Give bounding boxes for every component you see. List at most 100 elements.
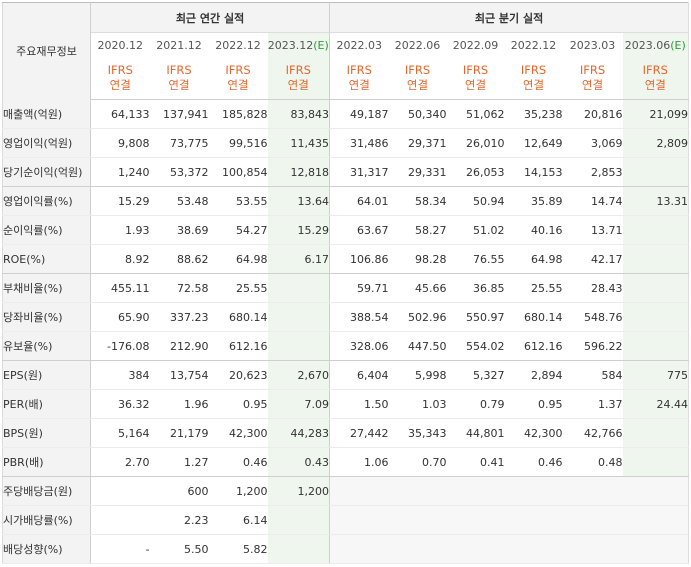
table-cell: 2,894 [504, 360, 563, 390]
table-cell: 83,843 [267, 99, 330, 129]
table-row: PBR(배) 2.70 1.27 0.46 0.43 1.06 0.70 0.41 0.46 0.… [2, 447, 689, 477]
table-cell [622, 302, 689, 332]
table-cell: 26,010 [446, 128, 505, 158]
ifrs-header: IFRS 연결 [329, 57, 389, 100]
table-cell: 36.85 [446, 273, 505, 303]
ifrs-label: IFRS [462, 63, 489, 77]
table-cell: 388.54 [329, 302, 389, 332]
table-cell: 64.98 [504, 244, 563, 274]
table-cell: 0.46 [504, 447, 563, 477]
table-cell: 600 [149, 476, 209, 506]
period-label: 2020.12 [97, 38, 144, 52]
table-cell: 548.76 [562, 302, 623, 332]
table-cell: 31,317 [329, 157, 389, 187]
table-cell [388, 476, 447, 506]
table-cell: -176.08 [90, 331, 150, 361]
table-cell: 1.03 [388, 389, 447, 419]
ifrs-header: IFRS 연결 [388, 57, 447, 100]
row-label: 부채비율(%) [2, 273, 91, 303]
estimate-mark: (E) [313, 38, 329, 52]
row-header-cell: 주요재무정보 [2, 2, 91, 100]
period-header: 2023.06(E) [622, 32, 689, 57]
table-cell: 7.09 [267, 389, 330, 419]
table-cell: 64.98 [208, 244, 268, 274]
table-cell: 2,809 [622, 128, 689, 158]
period-label: 2022.03 [336, 38, 383, 52]
table-cell: 328.06 [329, 331, 389, 361]
table-cell [562, 476, 623, 506]
period-label: 2022.06 [394, 38, 441, 52]
ifrs-header: IFRS 연결 [90, 57, 150, 100]
ifrs-header: IFRS 연결 [622, 57, 689, 100]
table-cell: 1.06 [329, 447, 389, 477]
ifrs-label: IFRS [225, 63, 251, 77]
table-cell: 9,808 [90, 128, 150, 158]
table-cell [267, 505, 330, 535]
table-cell: 0.79 [446, 389, 505, 419]
table-cell: 64,133 [90, 99, 150, 129]
table-row: 시가배당률(%) 2.23 6.14 [2, 505, 689, 535]
table-cell: 24.44 [622, 389, 689, 419]
table-cell: 0.70 [388, 447, 447, 477]
annual-title: 최근 연간 실적 [90, 2, 330, 33]
table-cell: 25.55 [208, 273, 268, 303]
table-cell: 98.28 [388, 244, 447, 274]
table-cell [622, 331, 689, 361]
table-cell: 337.23 [149, 302, 209, 332]
table-cell: 13,754 [149, 360, 209, 390]
table-cell: 15.29 [90, 186, 150, 216]
period-label: 2021.12 [156, 38, 202, 52]
table-row: 매출액(억원) 64,133 137,941 185,828 83,843 49,187 5… [2, 99, 689, 129]
table-cell: 0.95 [504, 389, 563, 419]
estimate-mark: (E) [670, 38, 686, 52]
period-label: 2022.12 [215, 38, 261, 52]
table-cell: 65.90 [90, 302, 150, 332]
table-row: 영업이익(억원) 9,808 73,775 99,516 11,435 31,486 29,… [2, 128, 689, 158]
table-cell: 550.97 [446, 302, 505, 332]
table-cell [329, 505, 389, 535]
table-cell: 455.11 [90, 273, 150, 303]
table-cell: 5.82 [208, 534, 268, 564]
table-cell: 13.71 [562, 215, 623, 245]
table-cell [622, 418, 689, 448]
ifrs-header: IFRS 연결 [446, 57, 505, 100]
consolidated-label: 연결 [287, 78, 309, 92]
quarterly-title: 최근 분기 실적 [329, 2, 689, 33]
table-row: 부채비율(%) 455.11 72.58 25.55 59.71 45.66 36.85 25… [2, 273, 689, 303]
table-cell: 54.27 [208, 215, 268, 245]
consolidated-label: 연결 [168, 78, 190, 92]
ifrs-header: IFRS 연결 [562, 57, 623, 100]
table-cell: 88.62 [149, 244, 209, 274]
table-cell [329, 476, 389, 506]
table-cell [388, 505, 447, 535]
row-label: PBR(배) [2, 447, 91, 477]
period-header: 2022.06 [388, 32, 447, 57]
table-cell: 6,404 [329, 360, 389, 390]
table-cell [504, 476, 563, 506]
table-cell: 35,238 [504, 99, 563, 129]
consolidated-label: 연결 [348, 78, 370, 92]
table-cell: 6.17 [267, 244, 330, 274]
table-cell: 12,649 [504, 128, 563, 158]
table-cell: 21,099 [622, 99, 689, 129]
ifrs-header: IFRS 연결 [208, 57, 268, 100]
table-cell [90, 505, 150, 535]
row-label: 배당성향(%) [2, 534, 91, 564]
table-cell: 51.02 [446, 215, 505, 245]
table-cell: 35.89 [504, 186, 563, 216]
table-cell [622, 244, 689, 274]
table-cell [504, 505, 563, 535]
period-header: 2023.03 [562, 32, 623, 57]
consolidated-label: 연결 [522, 78, 545, 92]
table-cell [267, 273, 330, 303]
table-cell: 53,372 [149, 157, 209, 187]
ifrs-label: IFRS [285, 63, 311, 77]
period-label: 2023.06 [624, 38, 671, 52]
table-row: 당좌비율(%) 65.90 337.23 680.14 388.54 502.96 550.… [2, 302, 689, 332]
table-cell: 27,442 [329, 418, 389, 448]
table-row: 당기순이익(억원) 1,240 53,372 100,854 12,818 31,317 2… [2, 157, 689, 187]
table-cell: 26,053 [446, 157, 505, 187]
table-row: 순이익률(%) 1.93 38.69 54.27 15.29 63.67 58.27 51.0… [2, 215, 689, 245]
table-cell: 106.86 [329, 244, 389, 274]
